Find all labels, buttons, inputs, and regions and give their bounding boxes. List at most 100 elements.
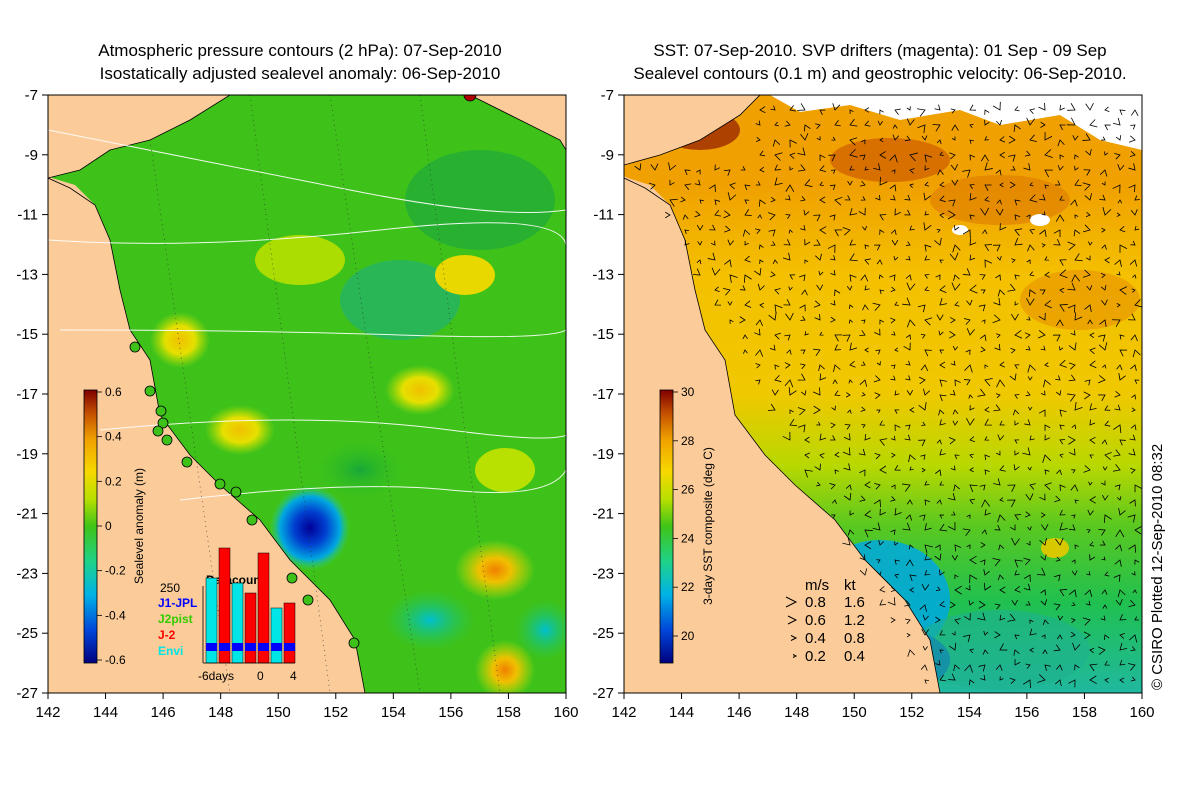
velocity-arrow <box>784 120 791 127</box>
velocity-arrow <box>939 285 947 293</box>
velocity-arrow <box>954 574 959 579</box>
x-tick-label: 148 <box>208 704 233 721</box>
velocity-arrow <box>969 484 978 493</box>
velocity-arrow <box>819 181 824 187</box>
velocity-arrow <box>1134 559 1140 565</box>
velocity-arrow <box>862 304 869 311</box>
velocity-arrow <box>997 574 1004 581</box>
velocity-arrow <box>894 108 901 115</box>
velocity-arrow <box>789 139 797 148</box>
velocity-arrow <box>860 406 866 412</box>
velocity-arrow <box>1102 364 1107 369</box>
velocity-ms-value: 0.4 <box>805 630 826 647</box>
velocity-arrow <box>939 449 946 456</box>
velocity-kt-value: 0.8 <box>844 630 865 647</box>
x-tick-label: 148 <box>784 704 809 721</box>
velocity-arrow <box>816 421 821 426</box>
velocity-arrow <box>819 165 826 172</box>
velocity-arrow <box>1070 484 1079 492</box>
velocity-arrow <box>774 121 779 127</box>
velocity-arrow <box>830 422 836 429</box>
velocity-arrow <box>1130 124 1136 130</box>
velocity-arrow <box>1029 435 1035 441</box>
velocity-arrow <box>828 154 836 162</box>
velocity-arrow <box>800 315 806 321</box>
velocity-arrow <box>924 679 929 684</box>
velocity-arrow <box>939 630 946 636</box>
velocity-arrow <box>1084 379 1091 386</box>
velocity-arrow <box>996 255 1002 261</box>
velocity-arrow <box>922 614 929 621</box>
velocity-arrow <box>924 570 931 576</box>
velocity-arrow <box>1101 227 1106 233</box>
velocity-arrow <box>995 664 1003 671</box>
velocity-arrow <box>953 484 960 492</box>
velocity-arrow <box>969 648 975 654</box>
velocity-arrow <box>1023 583 1031 591</box>
velocity-arrow <box>908 454 916 463</box>
velocity-arrow <box>924 499 931 506</box>
y-tick-label: -17 <box>592 386 614 403</box>
velocity-arrow <box>879 229 885 235</box>
velocity-arrow <box>999 151 1006 159</box>
velocity-arrow <box>774 364 780 370</box>
velocity-arrow <box>894 507 902 516</box>
velocity-arrow <box>1131 407 1136 412</box>
velocity-arrow <box>1101 181 1106 186</box>
velocity-arrow <box>984 244 993 252</box>
velocity-arrow <box>714 210 722 217</box>
velocity-arrow <box>979 334 987 342</box>
velocity-arrow <box>1024 332 1031 339</box>
velocity-arrow <box>1117 589 1126 598</box>
velocity-arrow <box>1100 540 1106 546</box>
velocity-arrow <box>782 252 791 261</box>
velocity-arrow <box>890 435 896 441</box>
velocity-arrow <box>813 239 821 246</box>
velocity-arrow <box>754 328 761 336</box>
velocity-arrow <box>939 419 946 426</box>
velocity-arrow <box>980 289 986 294</box>
velocity-arrow <box>1130 209 1138 216</box>
velocity-arrow <box>1114 152 1121 160</box>
velocity-arrow <box>874 452 881 460</box>
velocity-arrow <box>984 406 990 413</box>
velocity-arrow <box>1024 574 1031 582</box>
velocity-arrow <box>1024 511 1031 518</box>
velocity-arrow <box>1014 394 1020 399</box>
velocity-arrow <box>729 319 734 324</box>
velocity-arrow <box>964 664 973 673</box>
velocity-arrow <box>917 108 926 117</box>
velocity-arrow <box>980 346 986 353</box>
velocity-arrow <box>978 664 986 672</box>
velocity-arrow <box>650 163 659 171</box>
velocity-arrow <box>1129 151 1136 158</box>
datacount-bar-segment <box>219 643 230 651</box>
velocity-arrow <box>980 674 986 681</box>
velocity-arrow <box>1059 509 1066 516</box>
velocity-arrow <box>1089 663 1098 672</box>
velocity-arrow <box>894 424 901 431</box>
velocity-arrow <box>894 208 902 216</box>
velocity-arrow <box>1014 450 1020 456</box>
velocity-arrow <box>1089 403 1097 411</box>
velocity-arrow <box>864 107 870 113</box>
velocity-arrow <box>920 454 926 460</box>
velocity-arrow <box>864 510 872 519</box>
velocity-arrow <box>999 223 1007 231</box>
velocity-arrow <box>874 392 881 399</box>
velocity-arrow <box>757 283 765 291</box>
velocity-arrow <box>739 316 746 324</box>
velocity-arrow <box>849 239 856 246</box>
velocity-arrow <box>859 379 868 387</box>
velocity-arrow <box>905 255 911 261</box>
velocity-arrow <box>767 403 776 411</box>
velocity-arrow <box>1113 574 1121 582</box>
velocity-arrow <box>939 394 947 402</box>
velocity-arrow <box>1089 554 1096 561</box>
velocity-arrow <box>1084 589 1093 597</box>
velocity-arrow <box>1116 212 1121 217</box>
velocity-arrow <box>744 241 749 246</box>
velocity-arrow <box>804 436 810 443</box>
velocity-arrow <box>904 194 911 201</box>
velocity-arrow <box>1014 559 1023 568</box>
